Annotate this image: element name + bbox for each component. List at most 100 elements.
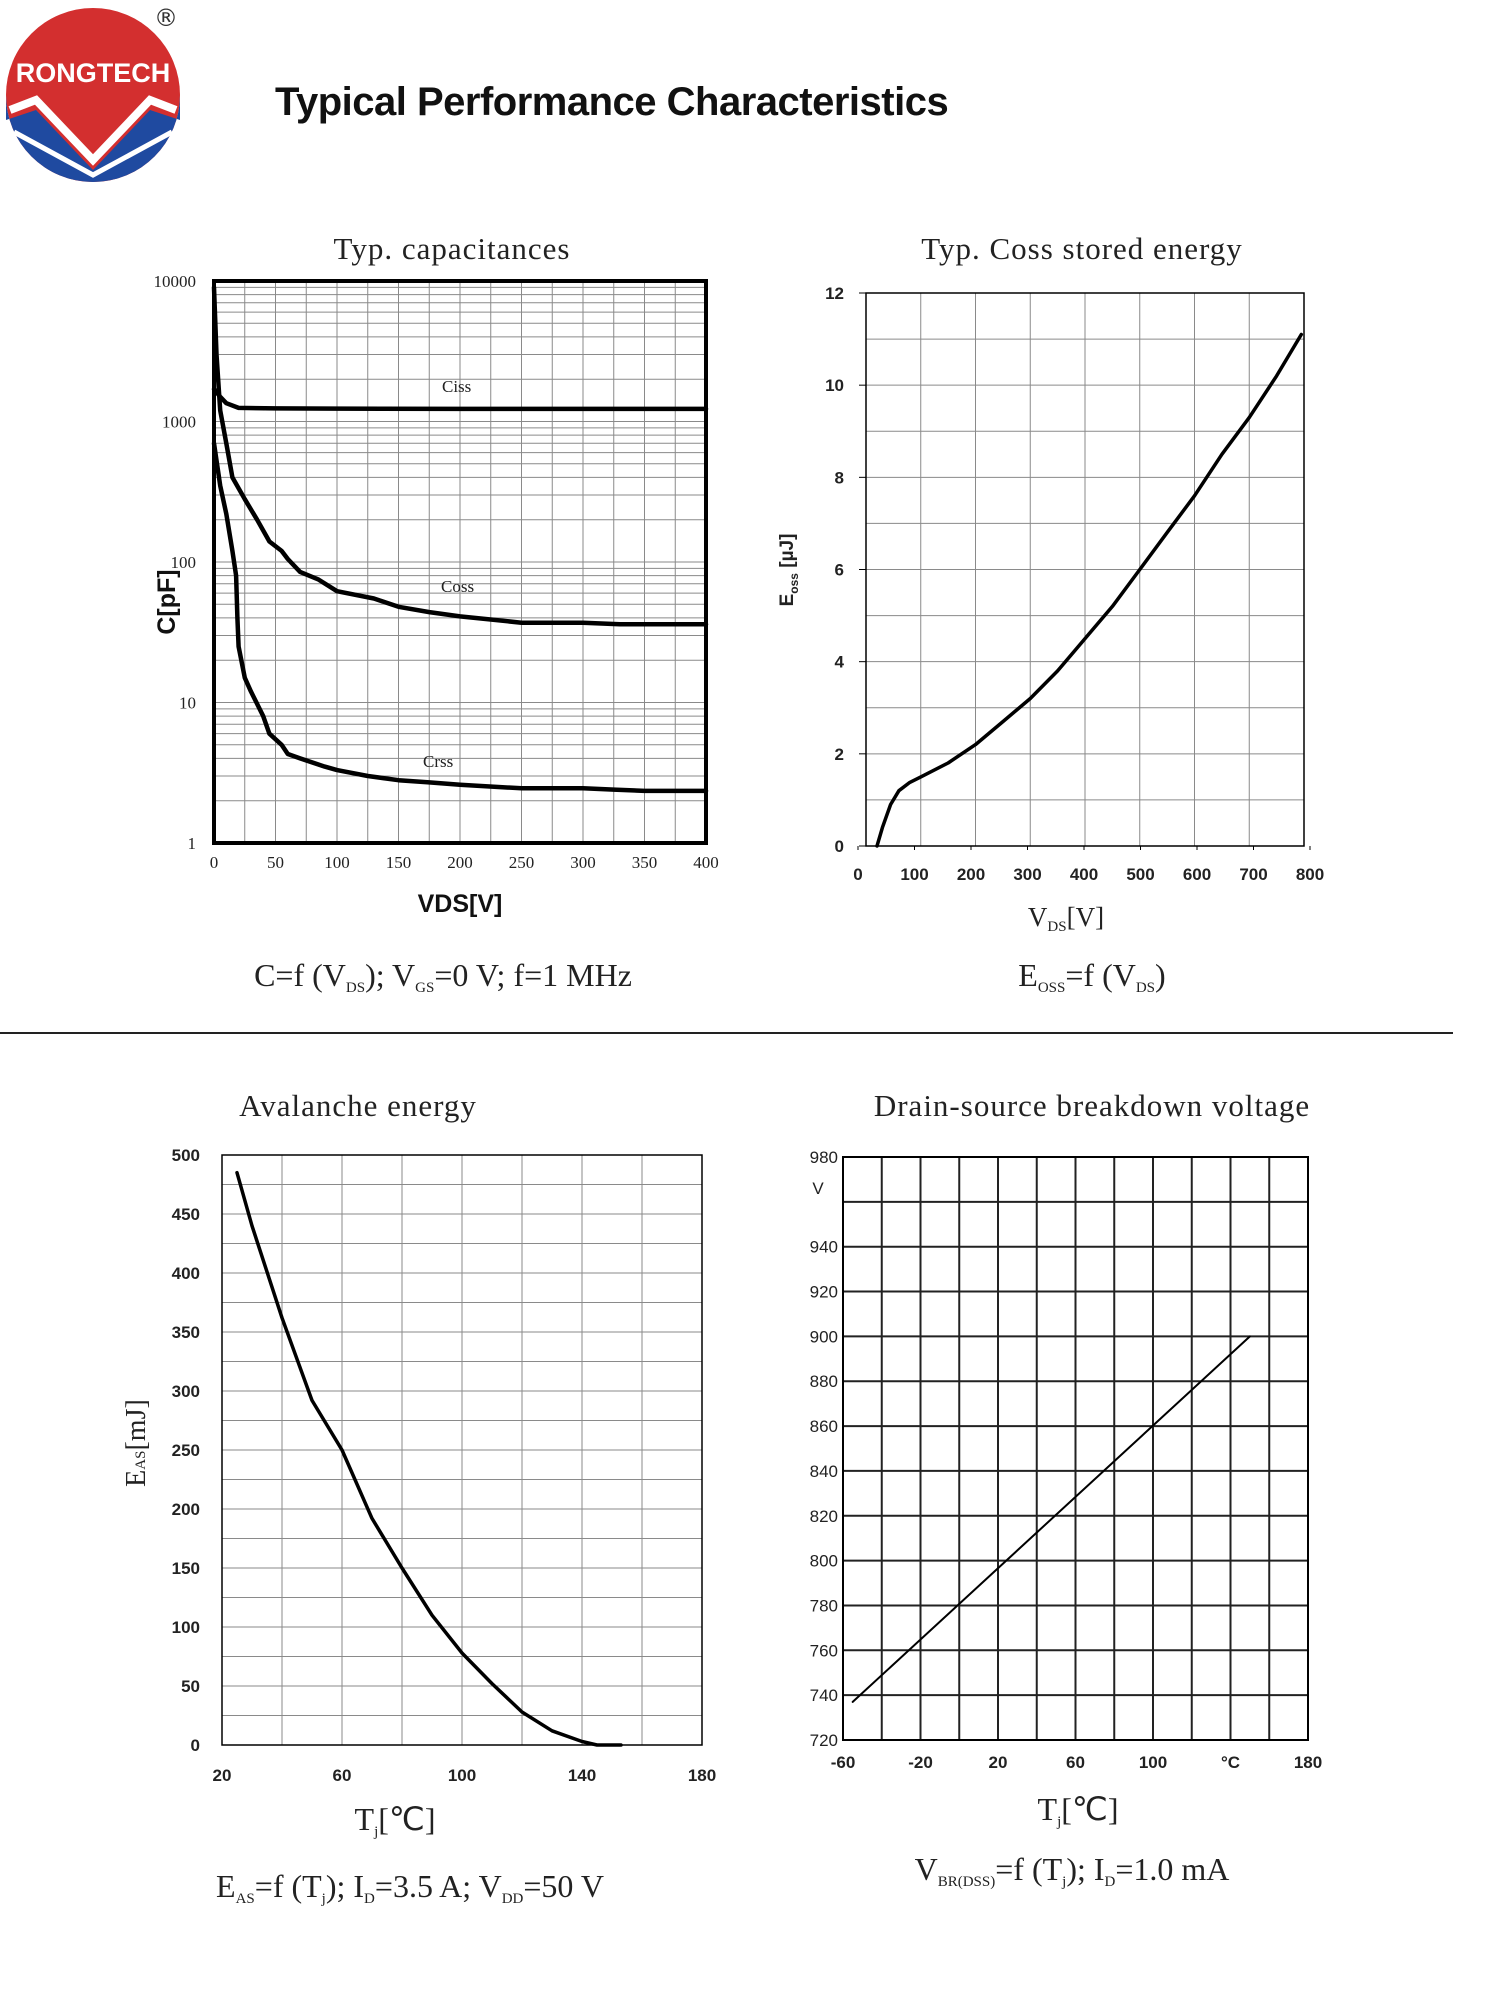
breakdown-voltage-chart: Drain-source breakdown voltage -60 -20 20 6… <box>810 1088 1323 1890</box>
y-tick-label: 920 <box>810 1283 838 1302</box>
x-tick-label: 100 <box>448 1766 476 1785</box>
y-tick-label: 860 <box>810 1417 838 1436</box>
y-tick-label: 900 <box>810 1327 838 1346</box>
x-tick-label: 400 <box>693 853 719 872</box>
y-tick-label: 980 <box>810 1148 838 1167</box>
x-tick-label: 140 <box>568 1766 596 1785</box>
y-tick-label: 500 <box>172 1146 200 1165</box>
y-tick-label: 250 <box>172 1441 200 1460</box>
breakdown-voltage-chart-x-ticks: -60 -20 20 60 100 °C 180 <box>831 1753 1322 1772</box>
x-tick-label: 60 <box>333 1766 352 1785</box>
y-tick-label: 400 <box>172 1264 200 1283</box>
section-divider <box>0 1032 1453 1034</box>
coss-energy-chart-title: Typ. Coss stored energy <box>921 231 1243 266</box>
x-tick-label: 50 <box>267 853 284 872</box>
coss-energy-chart-y-label: Eoss [µJ] <box>777 534 801 607</box>
x-tick-label: 350 <box>632 853 658 872</box>
capacitance-chart-y-label: C[pF] <box>153 569 181 634</box>
x-tick-label: 600 <box>1183 865 1211 884</box>
y-tick-label: 740 <box>810 1686 838 1705</box>
y-tick-label: 350 <box>172 1323 200 1342</box>
y-tick-label: 780 <box>810 1596 838 1615</box>
capacitance-chart-series <box>211 285 709 794</box>
series-label-crss: Crss <box>423 752 453 771</box>
breakdown-voltage-chart-series <box>851 1335 1251 1703</box>
series-line-eas <box>235 1170 623 1747</box>
y-tick-label: 880 <box>810 1372 838 1391</box>
y-tick-label: 10000 <box>154 272 197 291</box>
x-tick-label: 0 <box>853 865 862 884</box>
y-tick-label: 940 <box>810 1238 838 1257</box>
x-tick-label: 100 <box>1139 1753 1167 1772</box>
capacitance-chart-title: Typ. capacitances <box>334 231 571 266</box>
y-tick-label: 200 <box>172 1500 200 1519</box>
x-tick-label: 500 <box>1126 865 1154 884</box>
x-tick-label: 180 <box>688 1766 716 1785</box>
capacitance-chart: Typ. capacitances 0 50 100 150 200 250 300 350 4… <box>153 231 719 996</box>
capacitance-chart-y-ticks: 1 10 100 1000 10000 <box>154 272 197 853</box>
coss-energy-chart-x-label: VDS[V] <box>1028 902 1104 935</box>
y-tick-label: 840 <box>810 1462 838 1481</box>
breakdown-voltage-chart-y-unit: V <box>812 1179 824 1198</box>
avalanche-energy-chart-y-label: EAS[mJ] <box>121 1399 152 1487</box>
logo-text: RONGTECH <box>16 58 171 88</box>
y-tick-label: 1000 <box>162 413 196 432</box>
y-tick-label: 10 <box>825 376 844 395</box>
y-tick-label: 100 <box>171 553 197 572</box>
x-tick-label: °C <box>1221 1753 1240 1772</box>
series-label-ciss: Ciss <box>442 377 471 396</box>
avalanche-energy-chart-x-ticks: 20 60 100 140 180 <box>213 1766 717 1785</box>
y-tick-label: 300 <box>172 1382 200 1401</box>
series-line-coss <box>211 285 709 627</box>
y-tick-label: 0 <box>191 1736 200 1755</box>
y-tick-label: 10 <box>179 694 196 713</box>
y-tick-label: 100 <box>172 1618 200 1637</box>
x-tick-label: 20 <box>989 1753 1008 1772</box>
y-tick-label: 800 <box>810 1552 838 1571</box>
x-tick-label: -60 <box>831 1753 856 1772</box>
y-tick-label: 150 <box>172 1559 200 1578</box>
y-tick-label: 0 <box>835 837 844 856</box>
y-tick-label: 50 <box>181 1677 200 1696</box>
capacitance-chart-x-ticks: 0 50 100 150 200 250 300 350 400 <box>210 853 719 872</box>
coss-energy-chart-y-ticks: 0 2 4 6 8 10 12 <box>825 284 866 856</box>
x-tick-label: 300 <box>1013 865 1041 884</box>
y-tick-label: 720 <box>810 1731 838 1750</box>
series-line-eoss <box>875 332 1304 848</box>
breakdown-voltage-chart-frame <box>842 1156 1309 1741</box>
coss-energy-chart-grid <box>866 293 1304 846</box>
breakdown-voltage-chart-grid <box>843 1157 1308 1740</box>
series-line-vbr <box>851 1335 1251 1703</box>
page-title: Typical Performance Characteristics <box>275 80 949 124</box>
y-tick-label: 1 <box>188 834 197 853</box>
series-line-ciss <box>211 386 709 412</box>
y-tick-label: 4 <box>835 653 845 672</box>
x-tick-label: 180 <box>1294 1753 1322 1772</box>
y-tick-label: 450 <box>172 1205 200 1224</box>
x-tick-label: 20 <box>213 1766 232 1785</box>
coss-energy-chart: Typ. Coss stored energy 0 100 200 300 400 500… <box>777 231 1324 996</box>
y-tick-label: 2 <box>835 745 844 764</box>
x-tick-label: 800 <box>1296 865 1324 884</box>
breakdown-voltage-chart-title: Drain-source breakdown voltage <box>874 1088 1310 1123</box>
breakdown-voltage-chart-y-ticks: 720 740 760 780 800 820 840 860 880 900 920 940 980 <box>810 1148 838 1750</box>
x-tick-label: 150 <box>386 853 412 872</box>
x-tick-label: 700 <box>1239 865 1267 884</box>
registered-mark: ® <box>154 4 178 32</box>
coss-energy-chart-x-ticks: 0 100 200 300 400 500 600 700 800 <box>853 846 1324 884</box>
series-label-coss: Coss <box>441 577 474 596</box>
capacitance-chart-x-label: VDS[V] <box>418 890 503 918</box>
y-tick-label: 760 <box>810 1641 838 1660</box>
coss-energy-chart-condition: EOSS=f (VDS) <box>1018 957 1165 996</box>
capacitance-chart-frame <box>212 279 708 845</box>
x-tick-label: 200 <box>957 865 985 884</box>
avalanche-energy-chart-title: Avalanche energy <box>239 1088 477 1123</box>
x-tick-label: 250 <box>509 853 535 872</box>
y-tick-label: 12 <box>825 284 844 303</box>
y-tick-label: 8 <box>835 468 844 487</box>
capacitance-chart-condition: C=f (VDS); VGS=0 V; f=1 MHz <box>254 957 632 996</box>
avalanche-energy-chart: Avalanche energy 20 60 100 140 180 0 50 100 150… <box>121 1088 716 1907</box>
x-tick-label: 200 <box>447 853 473 872</box>
x-tick-label: 100 <box>900 865 928 884</box>
